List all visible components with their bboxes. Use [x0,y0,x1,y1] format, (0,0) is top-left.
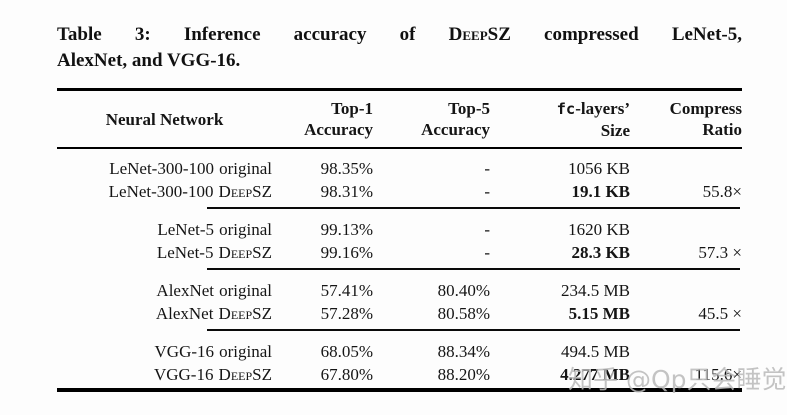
group-divider-rule [207,329,740,331]
top5-cell: - [484,243,490,262]
size-cell: 19.1 KB [571,182,630,201]
table-row: VGG-16 original 68.05% 88.34% 494.5 MB [57,340,742,363]
size-cell: 28.3 KB [571,243,630,262]
bottom-rule [57,388,742,392]
top5-cell: 80.40% [437,281,490,300]
size-cell: 1056 KB [568,159,630,178]
header-neural-network: Neural Network [105,110,224,129]
header-ratio-line1: Compress [669,99,742,118]
header-fc-layers-size: fc-layers’ Size [490,98,630,141]
name-cell: AlexNet DeepSZ [57,302,272,325]
ratio-cell: 55.8× [702,182,742,201]
caption-text-suffix: compressed LeNet-5, [544,24,742,45]
top1-cell: 67.80% [320,365,373,384]
caption-line-2: AlexNet, and VGG-16. [57,50,241,71]
table-row: LeNet-300-100 DeepSZ 98.31% - 19.1 KB 55.… [57,180,742,203]
deepsz-smallcaps: DeepSZ [448,24,511,45]
network-variant: DeepSZ [218,365,272,384]
size-cell: 494.5 MB [561,342,630,361]
table-row: AlexNet original 57.41% 80.40% 234.5 MB [57,279,742,302]
network-variant: DeepSZ [218,243,272,262]
ratio-cell [630,340,742,363]
header-fc-rest: -layers’ [575,99,630,118]
ratio-cell: 57.3 × [698,243,742,262]
top1-cell: 98.35% [320,159,373,178]
name-cell: LeNet-300-100 DeepSZ [57,180,272,203]
network-name: LeNet-300-100 [109,159,215,178]
top1-cell: 68.05% [320,342,373,361]
size-cell: 4.277 MB [560,365,630,384]
group-divider-rule [207,268,740,270]
name-cell: AlexNet original [57,279,272,302]
table-row: AlexNet DeepSZ 57.28% 80.58% 5.15 MB 45.5… [57,302,742,325]
network-name: AlexNet [156,281,215,300]
header-top1-line2: Accuracy [304,120,373,139]
ratio-cell [630,157,742,180]
network-variant: original [219,342,272,361]
name-cell: VGG-16 DeepSZ [57,363,272,386]
header-rule [57,147,742,149]
header-compress-ratio: Compress Ratio [630,98,742,141]
header-top1-accuracy: Top-1 Accuracy [272,98,373,141]
top1-cell: 99.13% [320,220,373,239]
network-name: LeNet-5 [157,220,215,239]
table-caption: Table 3: Inference accuracy of DeepSZ co… [57,22,742,74]
top1-cell: 98.31% [320,182,373,201]
size-cell: 5.15 MB [568,304,630,323]
top5-cell: 80.58% [437,304,490,323]
group-divider-rule [207,207,740,209]
network-variant: original [219,220,272,239]
top5-cell: - [484,220,490,239]
header-top1-line1: Top-1 [331,99,373,118]
header-top5-accuracy: Top-5 Accuracy [373,98,490,141]
header-top5-line1: Top-5 [448,99,490,118]
network-variant: DeepSZ [218,182,272,201]
top5-cell: - [484,159,490,178]
table-header-row: Neural Network Top-1 Accuracy Top-5 Accu… [57,91,742,147]
ratio-cell [630,279,742,302]
network-name: LeNet-300-100 [108,182,214,201]
name-cell: LeNet-300-100 original [57,157,272,180]
fc-monospace: fc [556,100,576,118]
network-name: LeNet-5 [156,243,214,262]
ratio-cell: 115.6× [694,365,742,384]
network-name: AlexNet [155,304,214,323]
top-rule [57,88,742,91]
top1-cell: 57.28% [320,304,373,323]
caption-line-1: Table 3: Inference accuracy of DeepSZ co… [57,22,742,48]
ratio-cell [630,218,742,241]
table-row: LeNet-300-100 original 98.35% - 1056 KB [57,157,742,180]
network-variant: DeepSZ [218,304,272,323]
network-name: VGG-16 [154,342,215,361]
top1-cell: 57.41% [320,281,373,300]
network-name: VGG-16 [153,365,214,384]
header-fc-line1: fc-layers’ [490,98,630,120]
name-cell: LeNet-5 DeepSZ [57,241,272,264]
name-cell: LeNet-5 original [57,218,272,241]
size-cell: 1620 KB [568,220,630,239]
network-variant: original [219,281,272,300]
top5-cell: - [484,182,490,201]
ratio-cell: 45.5 × [698,304,742,323]
top5-cell: 88.34% [437,342,490,361]
header-top5-line2: Accuracy [421,120,490,139]
caption-text-prefix: Table 3: Inference accuracy of [57,24,416,45]
table-body: LeNet-300-100 original 98.35% - 1056 KB L… [57,149,742,386]
network-variant: original [219,159,272,178]
top5-cell: 88.20% [437,365,490,384]
results-table: Neural Network Top-1 Accuracy Top-5 Accu… [57,88,742,392]
table-row: LeNet-5 DeepSZ 99.16% - 28.3 KB 57.3 × [57,241,742,264]
table-row: VGG-16 DeepSZ 67.80% 88.20% 4.277 MB 115.… [57,363,742,386]
name-cell: VGG-16 original [57,340,272,363]
header-fc-line2: Size [600,121,630,140]
size-cell: 234.5 MB [561,281,630,300]
top1-cell: 99.16% [320,243,373,262]
header-ratio-line2: Ratio [702,120,742,139]
table-row: LeNet-5 original 99.13% - 1620 KB [57,218,742,241]
